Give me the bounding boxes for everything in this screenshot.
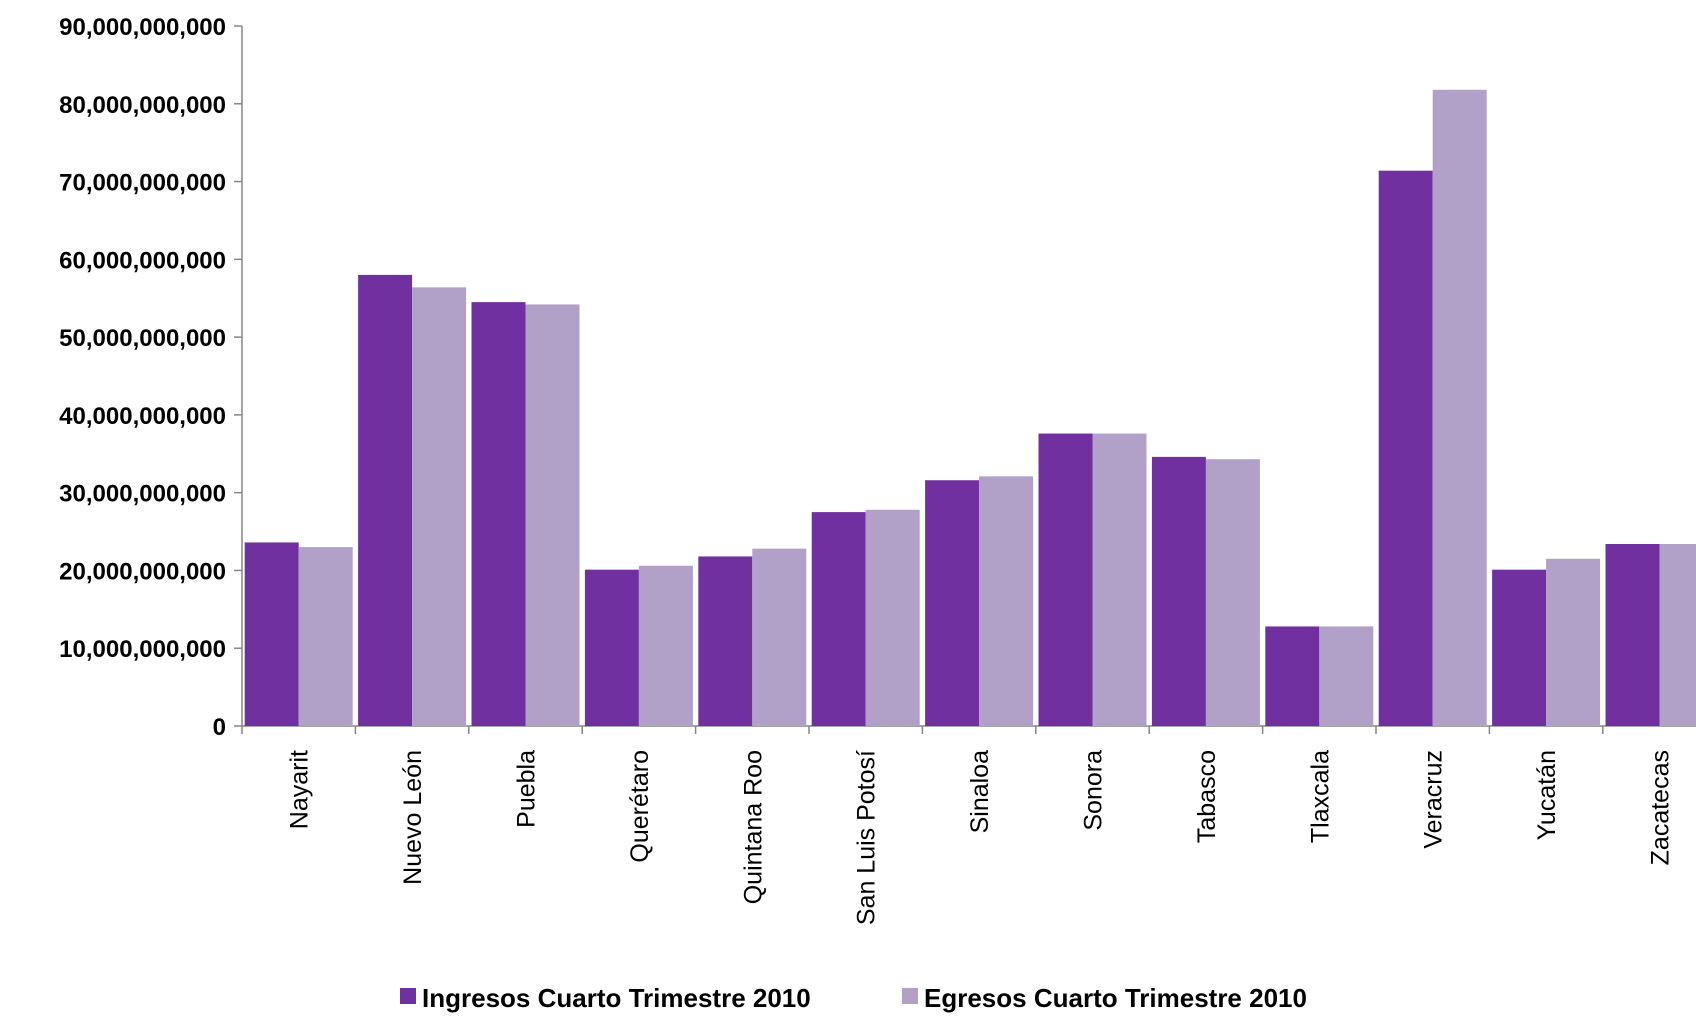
y-tick-label: 30,000,000,000: [59, 481, 226, 508]
y-tick-label: 10,000,000,000: [59, 636, 226, 663]
bars: [244, 89, 1696, 727]
category-label: Veracruz: [1420, 750, 1448, 849]
category-label: Tlaxcala: [1306, 750, 1334, 843]
bar-ingresos: [471, 302, 526, 726]
bar-egresos: [1319, 626, 1374, 726]
category-label: Nuevo León: [399, 750, 427, 885]
bar-ingresos: [925, 480, 980, 726]
category-label: Yucatán: [1533, 750, 1561, 840]
bar-ingresos: [698, 556, 753, 726]
bar-egresos: [412, 287, 467, 726]
category-label: Querétaro: [626, 750, 654, 863]
bar-egresos: [638, 565, 693, 726]
y-tick-label: 60,000,000,000: [59, 247, 226, 274]
category-label: Zacatecas: [1647, 750, 1675, 865]
bar-ingresos: [358, 274, 413, 726]
y-tick-label: 20,000,000,000: [59, 558, 226, 585]
bar-egresos: [752, 548, 807, 726]
category-label: Nayarit: [286, 750, 314, 829]
bar-ingresos: [1265, 626, 1320, 726]
y-tick-label: 40,000,000,000: [59, 403, 226, 430]
legend-swatch: [902, 988, 918, 1004]
x-axis: [241, 725, 1696, 734]
bar-ingresos: [1378, 170, 1433, 726]
y-tick-label: 80,000,000,000: [59, 92, 226, 119]
legend-label: Ingresos Cuarto Trimestre 2010: [422, 983, 811, 1013]
y-tick-label: 90,000,000,000: [59, 14, 226, 41]
legend-label: Egresos Cuarto Trimestre 2010: [924, 983, 1307, 1013]
bar-egresos: [1432, 89, 1487, 727]
bar-egresos: [1205, 459, 1260, 726]
bar-ingresos: [244, 542, 299, 726]
bar-ingresos: [584, 569, 639, 726]
bar-ingresos: [1151, 456, 1206, 726]
bar-ingresos: [1605, 544, 1660, 726]
y-tick-label: 70,000,000,000: [59, 170, 226, 197]
y-axis: 0 10,000,000,000 20,000,000,000 30,000,000,…: [59, 14, 243, 741]
y-tick-label: 50,000,000,000: [59, 325, 226, 352]
bar-egresos: [525, 304, 580, 726]
bar-egresos: [1546, 558, 1601, 726]
bar-egresos: [979, 476, 1034, 726]
category-labels: Nayarit Nuevo León Puebla Querétaro Quintana…: [286, 750, 1675, 925]
category-label: Sonora: [1080, 750, 1108, 831]
bar-egresos: [298, 547, 353, 726]
bar-ingresos: [1038, 433, 1093, 726]
category-label: Quintana Roo: [739, 750, 767, 904]
bar-egresos: [1092, 433, 1147, 726]
bar-egresos: [1659, 544, 1696, 726]
category-label: Sinaloa: [966, 750, 994, 833]
bar-ingresos: [1492, 569, 1547, 726]
bar-egresos: [865, 509, 920, 726]
category-label: Puebla: [513, 750, 541, 828]
legend: Ingresos Cuarto Trimestre 2010 Egresos Cu…: [400, 983, 1307, 1013]
legend-swatch: [400, 988, 416, 1004]
bar-ingresos: [811, 512, 866, 726]
y-tick-label: 0: [213, 714, 226, 741]
category-label: Tabasco: [1193, 750, 1221, 843]
category-label: San Luis Potosí: [853, 750, 881, 925]
